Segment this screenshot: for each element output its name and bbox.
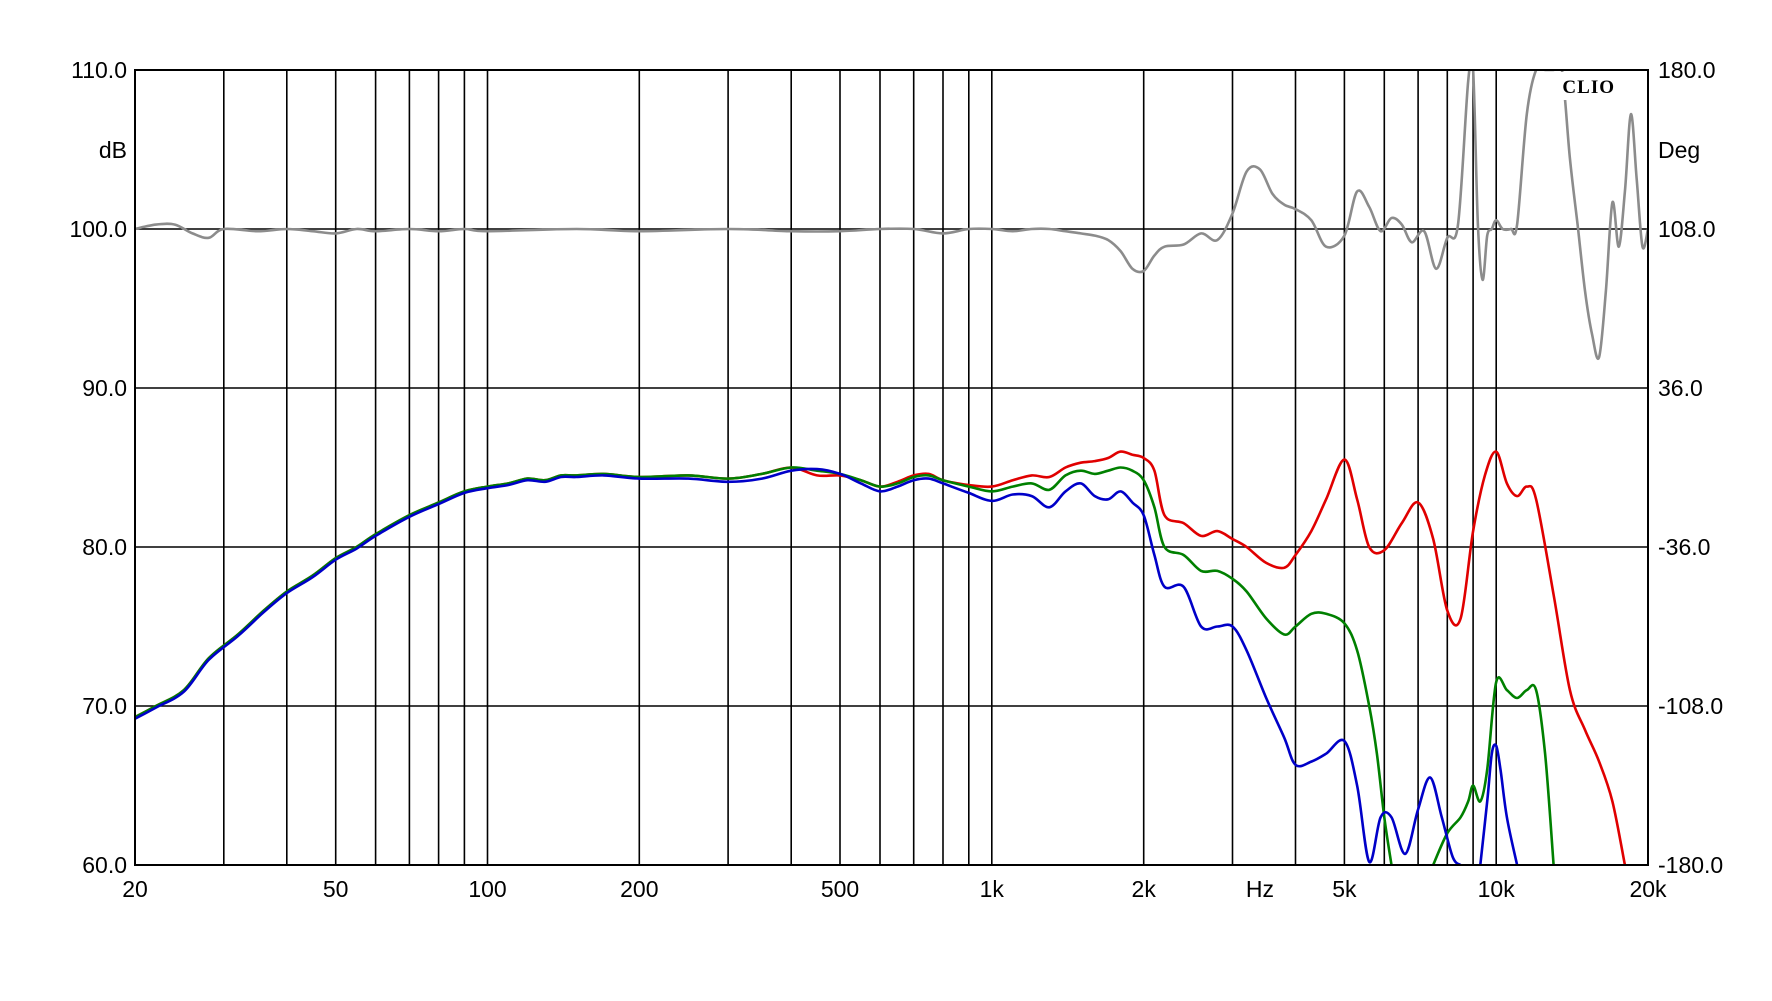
right-axis-tick-label: 36.0 [1658, 375, 1703, 401]
left-axis-tick-label: 60.0 [82, 852, 127, 878]
left-axis-tick-labels: 60.0 70.0 80.0 90.0 100.0 110.0 [69, 57, 127, 878]
spl-trace-3 [135, 467, 1462, 865]
right-axis-unit-label: Deg [1658, 137, 1700, 163]
x-axis-tick-label: 20k [1629, 876, 1667, 902]
x-axis-tick-label: 1k [980, 876, 1005, 902]
trace-group [135, 70, 1648, 865]
vertical-gridlines [223, 70, 1497, 865]
clio-logo: CLIO [1562, 77, 1615, 98]
right-axis-tick-label: -180.0 [1658, 852, 1723, 878]
left-axis-tick-label: 110.0 [71, 57, 127, 83]
right-axis-tick-label: 108.0 [1658, 216, 1716, 242]
x-axis-tick-label: 5k [1332, 876, 1357, 902]
left-axis-unit-label: dB [99, 137, 127, 163]
x-axis-tick-label: 200 [620, 876, 658, 902]
x-axis-tick-label: 2k [1132, 876, 1157, 902]
left-axis-tick-label: 70.0 [82, 693, 127, 719]
left-axis-tick-label: 100.0 [69, 216, 127, 242]
measurement-traces [135, 70, 1648, 865]
phase-trace-5 [135, 70, 1648, 360]
x-axis-tick-label: 500 [821, 876, 859, 902]
right-axis-tick-labels: -180.0 -108.0 -36.0 36.0 108.0 180.0 [1658, 57, 1723, 878]
right-axis-tick-label: -36.0 [1658, 534, 1710, 560]
right-axis-tick-label: -108.0 [1658, 693, 1723, 719]
x-axis-tick-label: 20 [122, 876, 148, 902]
left-axis-tick-label: 90.0 [82, 375, 127, 401]
right-axis-tick-label: 180.0 [1658, 57, 1716, 83]
spl-trace-4 [1479, 743, 1519, 865]
left-axis-tick-label: 80.0 [82, 534, 127, 560]
x-axis-tick-labels: 20 50 100 200 500 1k 2k 5k 10k 20k [122, 876, 1667, 902]
plot-frame [134, 69, 1649, 866]
spl-trace-2 [1431, 676, 1555, 865]
x-axis-unit-label: Hz [1246, 876, 1274, 902]
x-axis-tick-label: 10k [1478, 876, 1516, 902]
x-axis-tick-label: 100 [468, 876, 506, 902]
spl-trace-1 [135, 466, 1393, 865]
x-axis-tick-label: 50 [323, 876, 349, 902]
clio-logo-background [1538, 72, 1620, 100]
